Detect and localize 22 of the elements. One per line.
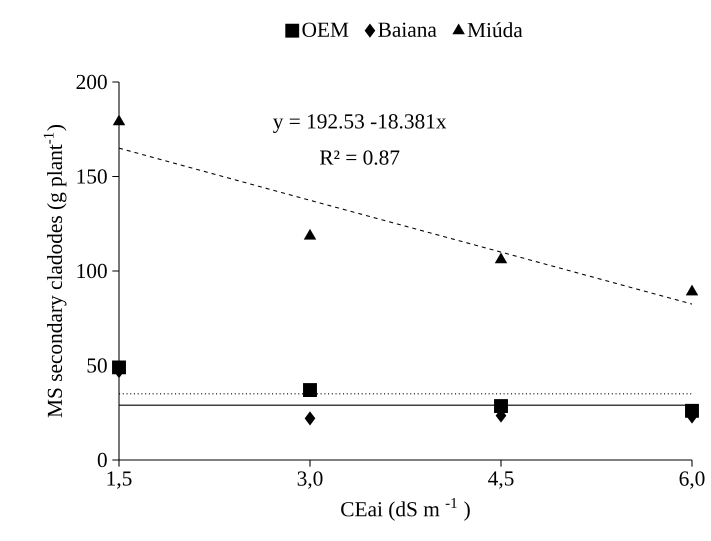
point [112,114,126,126]
x-tick-label: 6,0 [680,471,705,489]
legend-label: OEM [302,22,348,37]
y-tick-label: 50 [88,358,107,373]
x-tick-label: 3,0 [298,471,323,489]
y-axis-title: MS secondary cladodes (g plant$^{-1}$) [44,124,66,418]
y-tick-label: 200 [76,74,107,90]
legend-label: Baiana [378,22,437,37]
point [304,229,316,240]
point [494,252,508,264]
annotation: y = 192.53 -18.381x [273,114,446,133]
annotation: R² = 0.87 [320,150,400,165]
y-tick-label: 150 [78,169,107,184]
y-tick-label: 0 [98,452,107,468]
x-axis-title: CEai (dS m $^{-1}$ ) [341,498,470,521]
x-tick-label: 1,5 [108,471,132,489]
x-tick-label: 4,5 [488,471,514,489]
y-tick-label: 100 [78,264,107,278]
point [304,411,316,426]
point [686,284,698,296]
point [303,383,317,397]
legend-label: Miúda [468,22,522,38]
